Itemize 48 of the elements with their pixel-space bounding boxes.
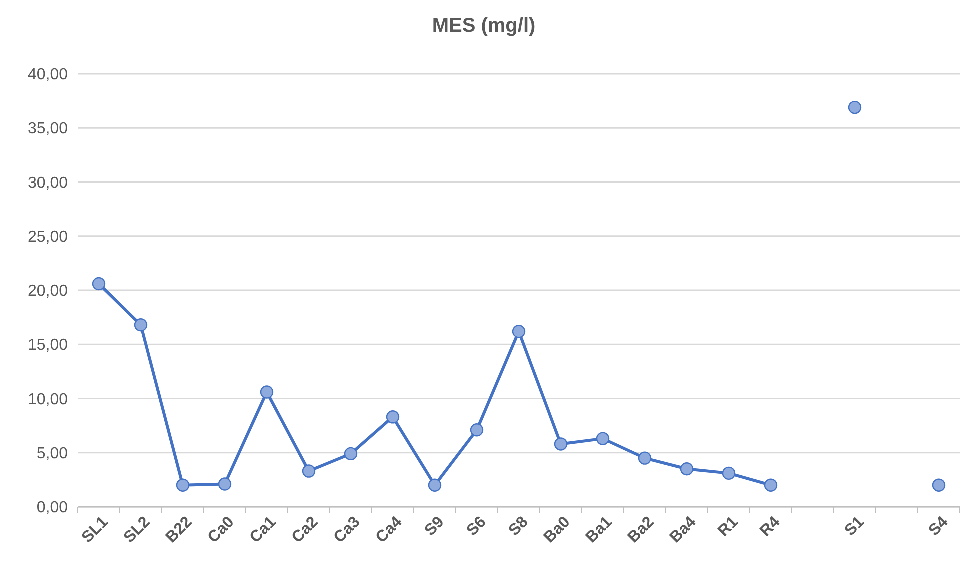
y-tick-label: 5,00 [36,445,68,462]
x-tick-label: SL2 [121,514,154,547]
point [260,386,274,399]
point [134,318,148,332]
y-tick-label: 0,00 [36,500,68,517]
x-tick-label: Ba0 [541,514,574,547]
x-tick-label: R1 [715,514,742,540]
point [218,478,232,491]
point [638,452,652,465]
y-tick-label: 10,00 [28,391,68,408]
x-tick-label: S9 [422,514,448,540]
x-tick-label: S6 [464,514,490,540]
point [302,464,316,478]
point [470,424,484,437]
x-tick-label: S1 [842,514,868,540]
y-tick-label: 40,00 [28,66,68,84]
y-tick-label: 30,00 [28,174,68,192]
x-tick-label: Ba4 [667,514,700,547]
x-tick-label: SL1 [79,514,112,547]
x-tick-label: Ca4 [373,514,406,547]
x-tick-label: Ca0 [205,514,238,547]
x-tick-label: R4 [757,514,784,540]
point [386,410,400,424]
point [680,462,694,476]
point [512,325,526,338]
y-tick-label: 25,00 [28,228,68,246]
point [764,478,778,492]
x-tick-label: Ca1 [247,514,280,547]
x-tick-label: S8 [506,514,532,540]
point [428,478,442,492]
point [848,100,862,114]
point [932,478,946,492]
point [176,478,190,492]
point [554,438,568,451]
x-tick-label: S4 [926,514,952,540]
x-tick-label: Ba2 [625,514,658,547]
point [596,432,610,446]
x-tick-label: Ca2 [289,514,322,547]
y-tick-label: 35,00 [28,120,68,138]
chart-title: MES (mg/l) [432,15,536,37]
point [722,466,736,480]
y-tick-label: 20,00 [28,283,68,300]
x-tick-label: Ba1 [583,514,616,547]
point [92,277,106,291]
point [344,447,358,461]
x-tick-label: Ca3 [331,514,364,547]
y-tick-label: 15,00 [28,337,68,354]
x-tick-label: B22 [163,514,196,547]
